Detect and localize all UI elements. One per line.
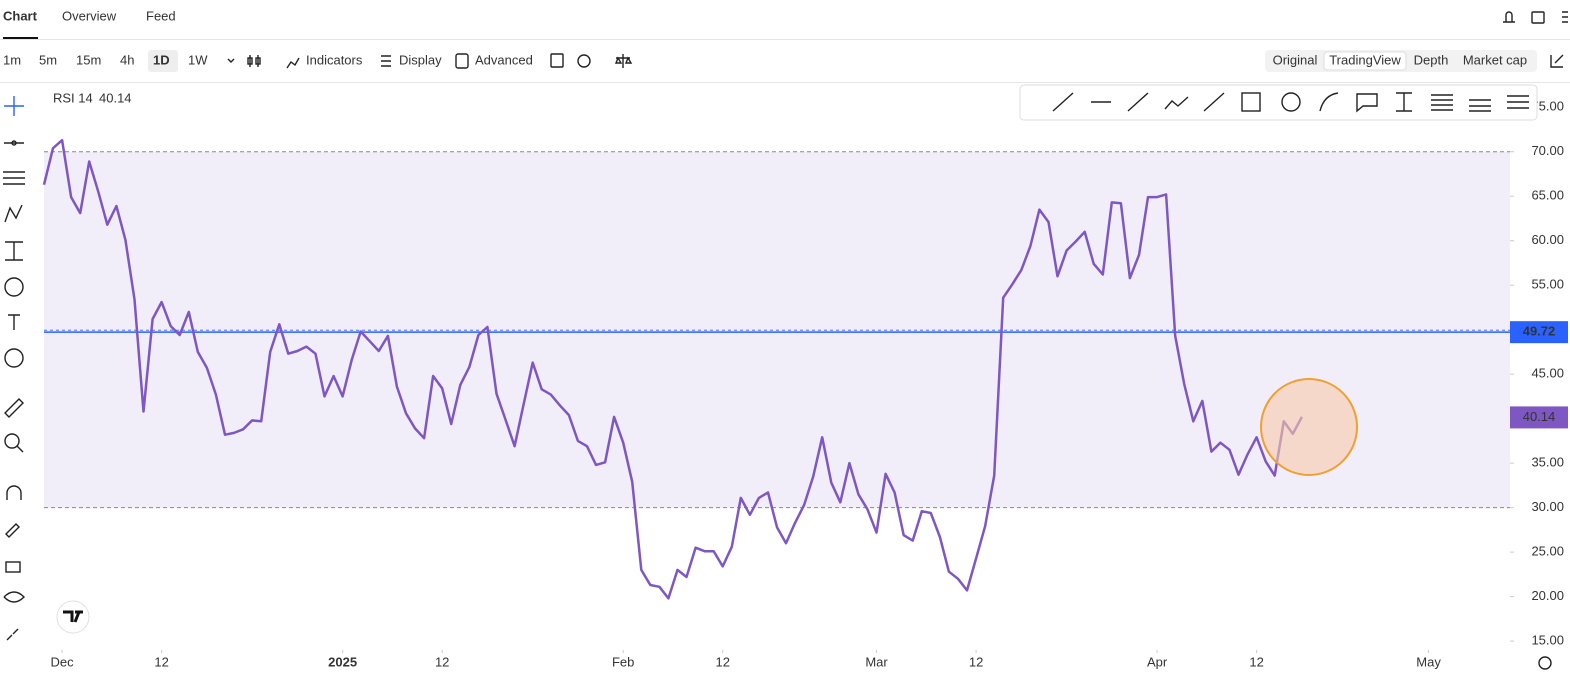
indicator-name: RSI 14	[53, 90, 93, 105]
timeframe[interactable]: 1W	[188, 52, 208, 67]
y-tick-label: 70.00	[1531, 143, 1564, 158]
y-tick-label: 15.00	[1531, 633, 1564, 648]
y-tick-label: 30.00	[1531, 499, 1564, 514]
last-value-label: 40.14	[1523, 409, 1556, 424]
tab[interactable]: Feed	[146, 8, 176, 23]
x-tick-label: 12	[715, 654, 729, 669]
toolbar-button[interactable]: Advanced	[475, 52, 533, 67]
view-mode[interactable]: TradingView	[1329, 52, 1401, 67]
y-tick-label: 55.00	[1531, 277, 1564, 292]
indicator-value: 40.14	[99, 90, 132, 105]
x-tick-label: Dec	[51, 654, 75, 669]
right-icons	[1503, 11, 1568, 68]
x-tick-label: 2025	[328, 654, 357, 669]
tab[interactable]: Chart	[3, 8, 38, 23]
price-label: 49.72	[1523, 324, 1556, 339]
x-tick-label: Apr	[1147, 654, 1168, 669]
toolbar-button[interactable]: Indicators	[306, 52, 363, 67]
left-toolbar[interactable]	[3, 96, 25, 641]
plot: 15.0020.0025.0030.0035.0040.0045.0050.00…	[42, 90, 1568, 669]
timeframe[interactable]: 1D	[153, 52, 170, 67]
x-tick-label: Feb	[612, 654, 634, 669]
highlight-circle	[1260, 378, 1358, 476]
y-tick-label: 65.00	[1531, 188, 1564, 203]
y-tick-label: 25.00	[1531, 544, 1564, 559]
timeframe[interactable]: 5m	[39, 52, 57, 67]
x-tick-label: 12	[969, 654, 983, 669]
view-mode[interactable]: Market cap	[1463, 52, 1527, 67]
background	[0, 37, 1570, 83]
view-mode[interactable]: Original	[1273, 52, 1318, 67]
last-value-box	[1510, 406, 1568, 429]
y-tick-label: 45.00	[1531, 366, 1564, 381]
rsi-line	[42, 138, 1304, 600]
y-tick-label: 60.00	[1531, 232, 1564, 247]
price-label-box	[1510, 321, 1568, 344]
tv-logo	[56, 600, 90, 634]
view-mode[interactable]: Depth	[1414, 52, 1449, 67]
toolbar-button[interactable]: Display	[399, 52, 442, 67]
x-tick-label: 12	[154, 654, 168, 669]
timeframe[interactable]: 15m	[76, 52, 101, 67]
settings-icon[interactable]	[1538, 656, 1552, 670]
timeframe[interactable]: 1m	[3, 52, 21, 67]
timeframe[interactable]: 4h	[120, 52, 134, 67]
y-tick-label: 35.00	[1531, 455, 1564, 470]
x-tick-label: 12	[435, 654, 449, 669]
toolbar-icons[interactable]	[227, 53, 633, 69]
x-tick-label: 12	[1249, 654, 1263, 669]
x-tick-label: Mar	[865, 654, 888, 669]
y-tick-label: 20.00	[1531, 588, 1564, 603]
x-tick-label: May	[1416, 654, 1441, 669]
tab[interactable]: Overview	[62, 8, 117, 23]
y-tick-label: 75.00	[1531, 99, 1564, 114]
drawing-toolbar[interactable]	[1019, 84, 1538, 121]
